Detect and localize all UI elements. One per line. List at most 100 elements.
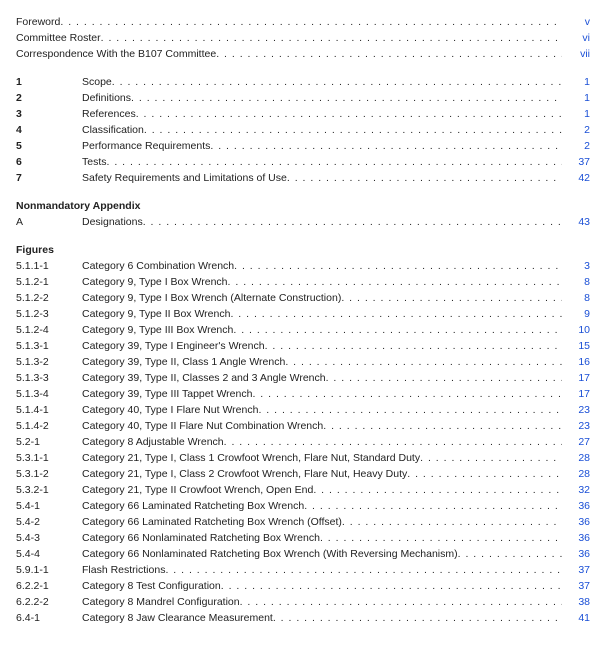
toc-row: 6.4-1Category 8 Jaw Clearance Measuremen…: [16, 612, 590, 624]
section-number: 5.1.4-2: [16, 420, 82, 432]
toc-row: 5.1.2-3Category 9, Type II Box Wrench 9: [16, 308, 590, 320]
page-link[interactable]: 1: [562, 92, 590, 104]
page-link[interactable]: 36: [562, 532, 590, 544]
page-link[interactable]: 15: [562, 340, 590, 352]
toc-row: 5.9.1-1Flash Restrictions 37: [16, 564, 590, 576]
appendix-list: ADesignations 43: [16, 216, 590, 228]
page-link[interactable]: 9: [562, 308, 590, 320]
leader-dots: [285, 356, 562, 368]
section-number: 5.1.3-4: [16, 388, 82, 400]
page-link[interactable]: 17: [562, 372, 590, 384]
toc-title: Committee Roster: [16, 32, 101, 44]
section-number: 5.2-1: [16, 436, 82, 448]
section-number: 5: [16, 140, 82, 152]
page-link[interactable]: 1: [562, 108, 590, 120]
toc-title: Safety Requirements and Limitations of U…: [82, 172, 287, 184]
toc-title: Category 8 Mandrel Configuration: [82, 596, 240, 608]
page-link[interactable]: 10: [562, 324, 590, 336]
toc-title: Category 9, Type III Box Wrench: [82, 324, 233, 336]
page-link[interactable]: 8: [562, 276, 590, 288]
toc-title: Designations: [82, 216, 143, 228]
page-link[interactable]: 2: [562, 140, 590, 152]
leader-dots: [143, 216, 562, 228]
leader-dots: [224, 436, 562, 448]
toc-title: Category 39, Type III Tappet Wrench: [82, 388, 252, 400]
leader-dots: [407, 468, 562, 480]
sections-list: 1Scope 12Definitions 13References 14Clas…: [16, 76, 590, 184]
page-link[interactable]: 37: [562, 580, 590, 592]
toc-row: 5.2-1Category 8 Adjustable Wrench 27: [16, 436, 590, 448]
toc-title: Correspondence With the B107 Committee: [16, 48, 216, 60]
leader-dots: [326, 372, 562, 384]
leader-dots: [252, 388, 562, 400]
page-link[interactable]: 38: [562, 596, 590, 608]
toc-row: 5.1.3-2Category 39, Type II, Class 1 Ang…: [16, 356, 590, 368]
toc-row: 5.1.1-1Category 6 Combination Wrench 3: [16, 260, 590, 272]
section-number: 5.1.1-1: [16, 260, 82, 272]
page-link[interactable]: 41: [562, 612, 590, 624]
page-link[interactable]: 36: [562, 548, 590, 560]
toc-title: Category 66 Nonlaminated Ratcheting Box …: [82, 548, 458, 560]
leader-dots: [210, 140, 562, 152]
section-number: 7: [16, 172, 82, 184]
leader-dots: [420, 452, 562, 464]
page-link[interactable]: 1: [562, 76, 590, 88]
leader-dots: [341, 292, 562, 304]
toc-title: Category 66 Laminated Ratcheting Box Wre…: [82, 516, 342, 528]
section-number: 5.9.1-1: [16, 564, 82, 576]
toc-row: 5.1.2-4Category 9, Type III Box Wrench 1…: [16, 324, 590, 336]
toc-row: 3References 1: [16, 108, 590, 120]
page-link[interactable]: 23: [562, 420, 590, 432]
toc-title: Performance Requirements: [82, 140, 210, 152]
page-link[interactable]: vi: [562, 32, 590, 44]
page-link[interactable]: 27: [562, 436, 590, 448]
toc-title: Category 8 Jaw Clearance Measurement: [82, 612, 273, 624]
page-link[interactable]: 8: [562, 292, 590, 304]
page-link[interactable]: 28: [562, 452, 590, 464]
page-link[interactable]: 43: [562, 216, 590, 228]
toc-title: Definitions: [82, 92, 131, 104]
toc-row: 6Tests 37: [16, 156, 590, 168]
page-link[interactable]: 3: [562, 260, 590, 272]
toc-title: Category 8 Test Configuration: [82, 580, 221, 592]
page-link[interactable]: 28: [562, 468, 590, 480]
toc-title: Flash Restrictions: [82, 564, 165, 576]
leader-dots: [258, 404, 562, 416]
page-link[interactable]: vii: [562, 48, 590, 60]
toc-title: Category 39, Type I Engineer's Wrench: [82, 340, 265, 352]
page-link[interactable]: 37: [562, 564, 590, 576]
page-link[interactable]: 32: [562, 484, 590, 496]
toc-row: 5.3.2-1Category 21, Type II Crowfoot Wre…: [16, 484, 590, 496]
toc-row: 5.1.3-1Category 39, Type I Engineer's Wr…: [16, 340, 590, 352]
toc-row: 5.4-4Category 66 Nonlaminated Ratcheting…: [16, 548, 590, 560]
leader-dots: [131, 92, 562, 104]
toc-row: Committee Roster vi: [16, 32, 590, 44]
page-link[interactable]: 17: [562, 388, 590, 400]
section-number: 2: [16, 92, 82, 104]
section-number: 6.2.2-2: [16, 596, 82, 608]
page-link[interactable]: 2: [562, 124, 590, 136]
leader-dots: [342, 516, 562, 528]
toc-row: 5.4-2Category 66 Laminated Ratcheting Bo…: [16, 516, 590, 528]
section-number: 5.1.2-1: [16, 276, 82, 288]
toc-row: 1Scope 1: [16, 76, 590, 88]
page-link[interactable]: 23: [562, 404, 590, 416]
leader-dots: [136, 108, 562, 120]
toc-title: Category 21, Type I, Class 2 Crowfoot Wr…: [82, 468, 407, 480]
page-link[interactable]: 36: [562, 500, 590, 512]
page-link[interactable]: 37: [562, 156, 590, 168]
section-number: 6.2.2-1: [16, 580, 82, 592]
page-link[interactable]: 42: [562, 172, 590, 184]
toc-row: 2Definitions 1: [16, 92, 590, 104]
toc-title: Category 9, Type I Box Wrench (Alternate…: [82, 292, 341, 304]
toc-row: 6.2.2-2Category 8 Mandrel Configuration …: [16, 596, 590, 608]
page-link[interactable]: 16: [562, 356, 590, 368]
leader-dots: [230, 308, 562, 320]
section-number: 5.1.4-1: [16, 404, 82, 416]
leader-dots: [165, 564, 562, 576]
page-link[interactable]: 36: [562, 516, 590, 528]
section-number: 5.1.3-2: [16, 356, 82, 368]
leader-dots: [216, 48, 562, 60]
page-link[interactable]: v: [562, 16, 590, 28]
toc-title: Category 39, Type II, Class 1 Angle Wren…: [82, 356, 285, 368]
